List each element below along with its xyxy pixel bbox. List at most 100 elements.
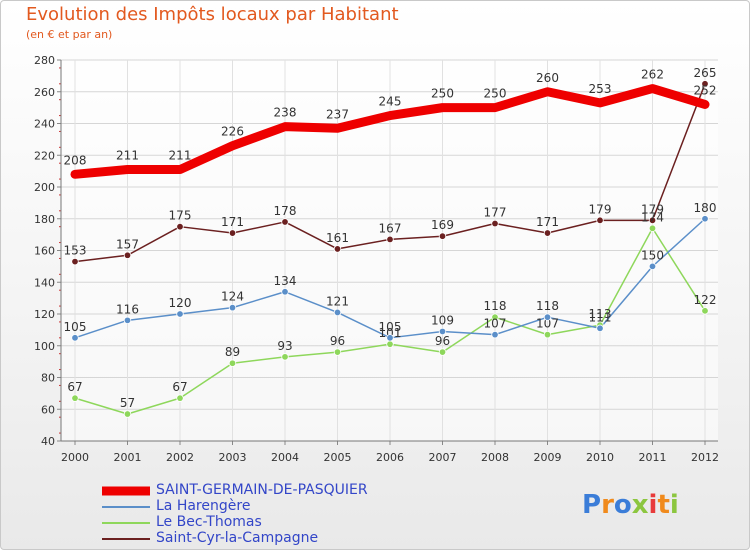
legend-swatch [102,486,150,496]
data-label: 101 [379,326,402,340]
data-point [386,235,394,244]
legend-label: Saint-Cyr-la-Campagne [156,530,319,546]
data-label: 57 [120,396,135,410]
data-label: 260 [536,71,559,85]
data-label: 250 [484,87,507,101]
data-point [648,262,657,271]
proxiti-logo: Proxiti [582,490,679,520]
x-tick-label: 2002 [166,451,194,464]
data-point [333,348,342,356]
data-label: 169 [431,218,454,232]
data-label: 96 [330,334,345,348]
x-tick-label: 2005 [324,451,352,464]
data-point [543,229,552,237]
chart-title: Evolution des Impôts locaux par Habitant [26,4,399,25]
data-label: 262 [641,68,664,82]
data-label: 107 [536,317,559,331]
x-tick-label: 2001 [114,451,142,464]
data-label: 175 [169,209,192,223]
data-label: 67 [172,380,187,394]
y-tick-label: 200 [34,181,55,194]
data-label: 107 [484,317,507,331]
y-tick-label: 180 [34,213,55,226]
data-label: 178 [274,204,297,218]
data-label: 237 [326,107,349,121]
x-tick-label: 2008 [481,451,509,464]
data-point [543,313,552,321]
data-point [333,308,342,317]
x-tick-label: 2006 [376,451,404,464]
data-point [176,310,184,318]
data-label: 150 [641,248,664,262]
data-point [596,216,604,225]
data-label: 253 [589,82,612,96]
data-point [438,348,447,356]
data-label: 118 [484,299,507,313]
y-tick-label: 140 [34,276,55,289]
y-tick-label: 260 [34,86,55,99]
data-point [228,229,237,237]
x-tick-label: 2004 [271,451,299,464]
data-label: 120 [169,296,192,310]
data-label: 179 [641,202,664,216]
data-point [281,218,289,226]
y-tick-label: 280 [34,54,55,67]
x-tick-label: 2000 [61,451,89,464]
y-tick-label: 60 [41,403,55,416]
legend-label: Le Bec-Thomas [156,514,262,530]
data-point [71,334,79,342]
data-point [438,327,447,336]
x-tick-label: 2011 [639,451,667,464]
data-point [176,394,184,402]
data-point [386,334,394,342]
data-label: 111 [589,310,612,324]
data-point [123,251,132,259]
chart-subtitle: (en € et par an) [26,28,113,41]
data-label: 116 [116,302,139,316]
logo-letter: o [613,490,632,520]
legend-label: SAINT-GERMAIN-DE-PASQUIER [156,482,368,498]
data-label: 252 [694,83,717,97]
data-point [71,257,79,266]
data-label: 245 [379,95,402,109]
data-label: 105 [64,320,87,334]
logo-letter: r [601,490,614,520]
x-tick-label: 2007 [429,451,457,464]
data-label: 250 [431,87,454,101]
data-label: 121 [326,294,349,308]
logo-letter: x [631,490,649,520]
y-tick-label: 120 [34,308,55,321]
data-label: 124 [221,290,244,304]
legend-swatch [102,538,150,540]
data-label: 157 [116,237,139,251]
logo-letter: P [582,490,602,520]
data-label: 122 [694,293,717,307]
y-tick-label: 160 [34,245,55,258]
y-tick-label: 100 [34,340,55,353]
data-label: 174 [641,210,664,224]
legend-swatch [102,506,150,508]
x-tick-label: 2010 [586,451,614,464]
data-label: 238 [274,106,297,120]
data-label: 93 [277,339,292,353]
data-label: 118 [536,299,559,313]
x-tick-label: 2009 [534,451,562,464]
data-label: 167 [379,221,402,235]
data-point [701,215,709,223]
x-tick-label: 2012 [691,451,719,464]
data-label: 180 [694,201,717,215]
legend-label: La Harengère [156,498,251,514]
data-point [176,222,184,231]
data-point [281,288,289,296]
data-point [491,313,499,321]
data-label: 113 [589,307,612,321]
data-point [491,219,499,228]
data-point [333,245,342,253]
x-tick-label: 2003 [219,451,247,464]
data-label: 179 [589,202,612,216]
y-tick-label: 240 [34,118,55,131]
data-label: 211 [116,149,139,163]
data-label: 177 [484,206,507,220]
data-label: 96 [435,334,450,348]
